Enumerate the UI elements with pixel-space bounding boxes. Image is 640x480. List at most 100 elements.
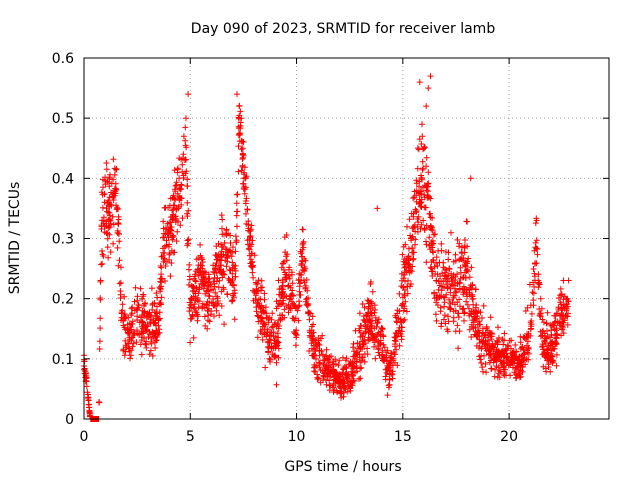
data-point	[227, 240, 234, 246]
data-point	[265, 338, 272, 345]
data-point	[493, 363, 500, 370]
data-point	[396, 308, 403, 315]
data-point	[502, 366, 509, 373]
data-point	[170, 192, 177, 199]
data-point	[344, 388, 351, 395]
data-point	[219, 244, 226, 251]
data-point	[504, 359, 511, 366]
data-point	[488, 355, 495, 362]
data-point	[421, 182, 428, 189]
data-point	[106, 231, 113, 238]
data-point	[456, 243, 462, 250]
data-point	[467, 175, 474, 182]
data-point	[405, 256, 412, 263]
data-point	[315, 375, 322, 382]
data-point	[104, 235, 111, 242]
data-point	[454, 281, 461, 287]
data-point	[425, 169, 432, 176]
data-point	[413, 209, 420, 216]
data-point	[463, 287, 470, 293]
data-point	[374, 205, 381, 212]
data-point	[450, 308, 457, 315]
data-point	[143, 341, 150, 348]
data-point	[82, 374, 89, 381]
data-point	[527, 332, 534, 339]
data-point	[259, 336, 266, 343]
data-point	[134, 297, 141, 304]
data-point	[392, 338, 399, 345]
data-point	[420, 165, 427, 172]
data-point	[280, 266, 287, 273]
data-point	[553, 362, 560, 369]
data-point	[442, 275, 449, 282]
data-point	[192, 308, 199, 314]
data-point	[263, 331, 270, 338]
data-point	[279, 277, 286, 283]
data-point	[421, 145, 428, 152]
data-point	[149, 328, 156, 335]
data-point	[411, 194, 418, 201]
data-point	[534, 251, 541, 258]
data-point	[323, 381, 330, 388]
data-point	[99, 260, 106, 267]
data-point	[451, 301, 458, 308]
data-point	[548, 340, 555, 347]
data-point	[480, 368, 486, 375]
data-point	[405, 245, 412, 252]
data-point	[525, 338, 531, 345]
data-point	[137, 314, 144, 321]
data-point	[472, 324, 479, 331]
data-point	[237, 108, 244, 115]
data-point	[369, 288, 376, 295]
data-point	[382, 366, 389, 373]
data-point	[466, 289, 473, 296]
data-point	[490, 348, 497, 355]
data-point	[453, 288, 460, 295]
data-point	[325, 369, 332, 376]
data-point	[544, 328, 550, 334]
data-point	[353, 363, 360, 369]
data-point	[516, 358, 523, 365]
data-point	[423, 154, 430, 161]
data-point	[495, 353, 501, 360]
data-point	[560, 319, 567, 326]
data-point	[532, 260, 539, 267]
data-point	[83, 383, 90, 390]
data-point	[236, 131, 243, 138]
data-point	[393, 330, 400, 337]
data-point	[190, 334, 197, 341]
data-point	[300, 226, 306, 233]
data-point	[156, 315, 163, 322]
data-point	[495, 334, 502, 341]
x-tick-label: 10	[288, 429, 306, 445]
data-point	[309, 345, 315, 352]
data-point	[360, 338, 367, 344]
data-point	[182, 170, 189, 177]
data-point	[109, 213, 116, 220]
data-point	[299, 241, 306, 248]
data-point	[129, 321, 136, 327]
data-point	[231, 265, 238, 272]
data-point	[389, 368, 396, 375]
data-point	[409, 263, 416, 270]
data-point	[435, 286, 442, 293]
data-point	[452, 257, 459, 264]
data-point	[202, 322, 209, 329]
data-point	[191, 301, 198, 308]
data-point	[476, 340, 483, 346]
data-point	[404, 283, 411, 290]
x-axis-label: GPS time / hours	[284, 459, 401, 475]
data-point	[399, 251, 406, 258]
data-point	[252, 279, 259, 286]
data-point	[179, 161, 186, 168]
data-point	[537, 310, 544, 317]
data-point	[110, 197, 117, 203]
data-point	[430, 231, 437, 238]
data-point	[470, 301, 477, 308]
data-point	[558, 291, 565, 298]
data-point	[542, 341, 549, 347]
data-point	[374, 320, 381, 327]
data-point	[297, 248, 304, 255]
data-point	[529, 289, 536, 296]
data-point	[389, 375, 396, 382]
